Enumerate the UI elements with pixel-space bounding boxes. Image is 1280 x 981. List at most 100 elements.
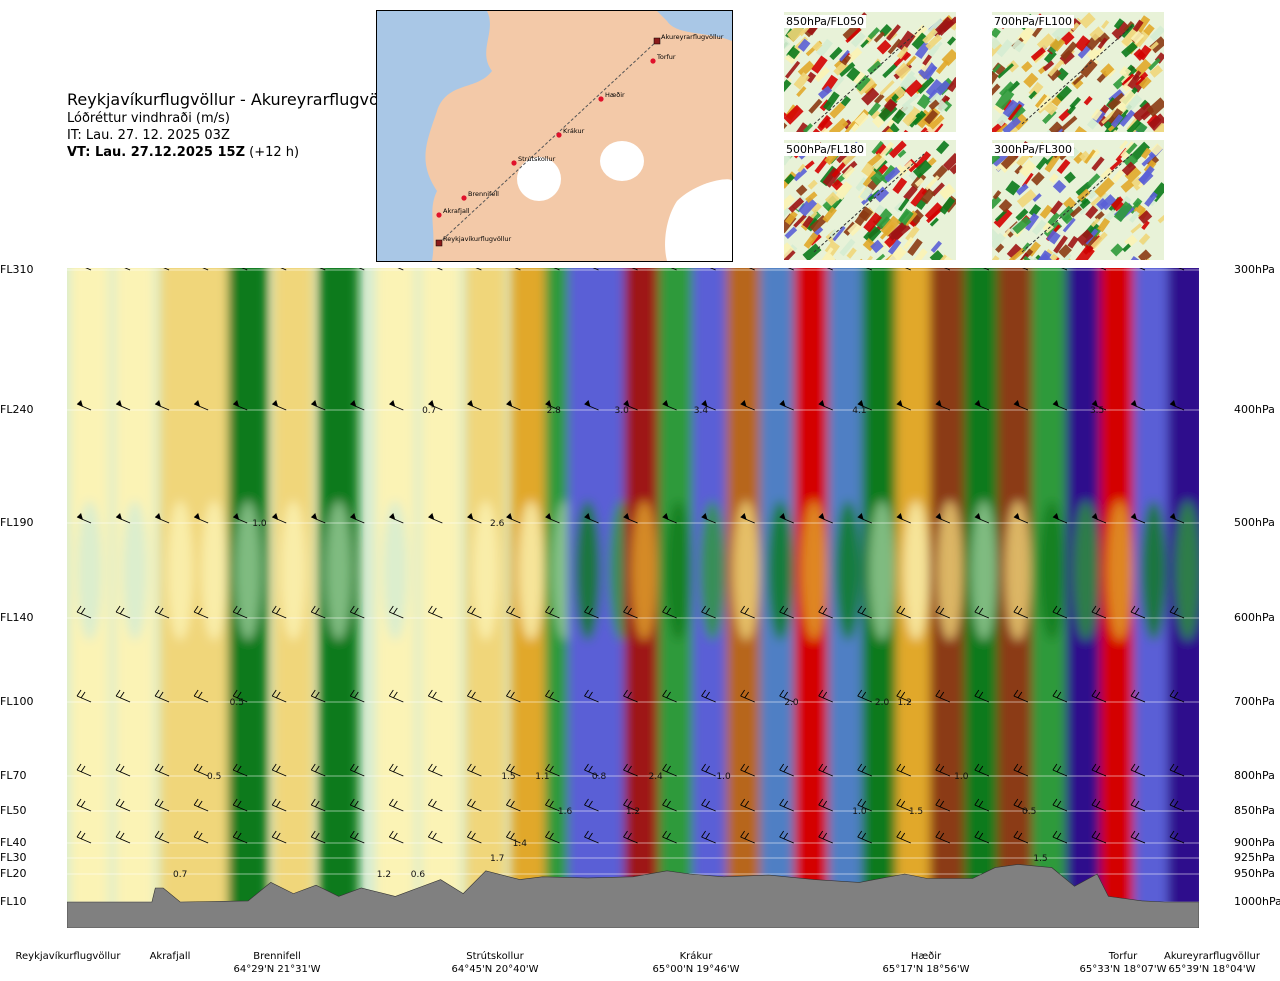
wind-barb (115, 605, 131, 619)
wind-barb-shaft (428, 611, 443, 619)
wind-barb-feather (662, 689, 667, 697)
minimap-cell (882, 63, 898, 79)
wind-barb (1091, 798, 1107, 812)
wind-barb-shaft (935, 695, 950, 703)
minimap-cell (1014, 164, 1024, 175)
wind-barb-feather (42, 692, 46, 698)
wind-barb-shaft (623, 836, 638, 844)
wind-barb-feather (896, 798, 902, 806)
wind-barb-feather (974, 689, 980, 697)
contour-label: 1.0 (852, 807, 867, 817)
wind-barb-feather (38, 690, 42, 696)
minimap-cell (1035, 156, 1048, 171)
wind-barb-shaft (115, 769, 131, 777)
wind-barb-shaft (748, 268, 755, 271)
minimap-cell (1146, 97, 1164, 118)
wind-barb (623, 763, 638, 777)
wind-barb-shaft (584, 769, 599, 777)
wind-barb-feather (119, 607, 125, 615)
minimap-cell (784, 38, 791, 50)
wind-barb (1052, 798, 1068, 812)
contour-label: 2.8 (547, 406, 562, 416)
wind-barb-feather (822, 832, 828, 840)
wind-barb (388, 605, 404, 619)
minimap-cell (1039, 204, 1053, 219)
minimap-cell (861, 87, 880, 106)
wind-barb-feather (857, 689, 863, 697)
wind-barb-feather (1056, 832, 1062, 840)
wind-barb (1169, 605, 1185, 619)
wind-barb-shaft (428, 769, 443, 777)
contour-label: 1.2 (377, 870, 391, 880)
minimap-cell (1008, 248, 1026, 260)
minimap-cell (1069, 205, 1083, 218)
wind-barb-shaft (1091, 836, 1107, 844)
minimap-cell (1090, 231, 1108, 249)
wind-barb-feather (314, 765, 320, 773)
minimap-cell (902, 111, 917, 127)
wind-barb-pennant (1052, 400, 1059, 407)
wind-barb (631, 268, 638, 271)
minimap-cell (992, 37, 1001, 50)
contour-label: 0.8 (592, 772, 607, 782)
minimap-cell (852, 70, 868, 87)
fl-tick-label: FL100 (0, 695, 34, 708)
minimap-cell (1076, 229, 1094, 246)
wind-barb-shaft (163, 268, 170, 271)
wind-barb-pennant (702, 260, 708, 267)
wind-bands (69, 268, 1199, 928)
wind-barb-feather (314, 800, 320, 808)
wind-barb-shaft (662, 804, 677, 812)
wind-barb (896, 798, 911, 812)
wind-barb-feather (939, 607, 945, 615)
wind-barb-feather (939, 832, 945, 840)
wind-barb (896, 400, 911, 411)
hpa-tick-label: 400hPa (1234, 403, 1275, 416)
wind-barb (545, 830, 560, 844)
wind-barb (319, 268, 326, 271)
wind-barb (662, 605, 677, 619)
wind-barb-shaft (1169, 611, 1185, 619)
minimap-cell (900, 102, 915, 116)
wind-barb (584, 605, 599, 619)
wind-barb (241, 268, 248, 271)
wind-barb (427, 830, 443, 844)
contour-label: 0.5 (1022, 807, 1036, 817)
wind-barb-shaft (1130, 769, 1146, 777)
wind-barb-pennant (1053, 260, 1059, 267)
minimap-cell (1144, 191, 1158, 207)
wind-barb (467, 400, 482, 411)
wind-barb (865, 268, 872, 271)
wind-barb-feather (1056, 691, 1062, 699)
wind-barb (506, 605, 521, 619)
minimap-cell (784, 242, 794, 260)
minimap-cell (1132, 102, 1154, 122)
map-point-marker (556, 132, 562, 138)
wind-barb (427, 605, 443, 619)
wind-barb-feather (545, 763, 550, 771)
minimap-cell (869, 253, 886, 260)
wind-barb (896, 763, 911, 777)
wind-barb-feather (779, 689, 785, 697)
wind-barb-pennant (701, 513, 708, 520)
wind-barb-shaft (545, 804, 560, 812)
minimap-cell (846, 247, 857, 259)
minimap-cell (829, 46, 843, 61)
minimap-cell (1119, 89, 1136, 106)
wind-barb-shaft (1169, 804, 1185, 812)
wind-barb-feather (353, 691, 359, 699)
wind-barb-shaft (38, 612, 52, 618)
map-point-marker (598, 96, 604, 102)
minimap-cell (907, 238, 923, 257)
fl-tick-label: FL70 (0, 769, 27, 782)
wind-barb (38, 764, 52, 776)
wind-barb-feather (236, 832, 242, 840)
minimap-cell (867, 27, 881, 40)
minimap-cell (880, 125, 891, 132)
wind-barb-shaft (943, 268, 950, 271)
wind-barb-pennant (467, 513, 474, 520)
wind-barb-shaft (779, 611, 794, 619)
wind-barb (584, 798, 599, 812)
wind-barb-pennant (780, 260, 786, 267)
minimap-cell (1101, 109, 1117, 125)
